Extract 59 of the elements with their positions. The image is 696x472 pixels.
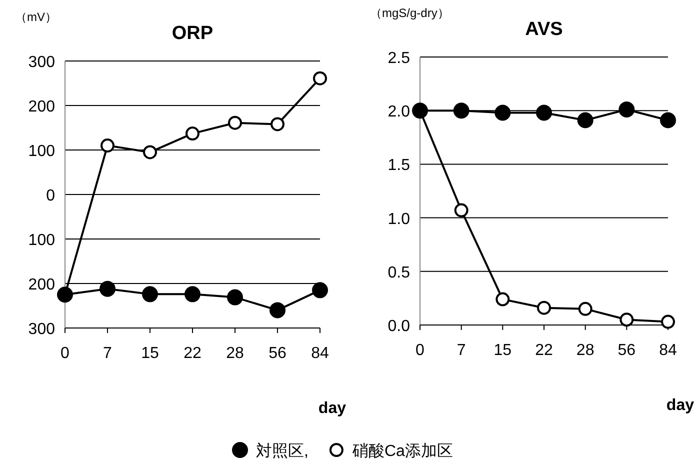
y-tick-label: 0.5 xyxy=(388,264,410,282)
y-tick-label: 0.0 xyxy=(388,318,410,335)
y-tick-label: 2.5 xyxy=(388,50,410,67)
x-tick-label: 28 xyxy=(576,342,594,359)
legend-label: 対照区, xyxy=(256,442,308,460)
legend-label: 硝酸Ca添加区 xyxy=(351,442,453,460)
point xyxy=(227,289,243,306)
y-tick-label: 0 xyxy=(46,188,56,204)
point xyxy=(454,203,468,218)
y-tick-label: 2.0 xyxy=(388,104,410,121)
point xyxy=(496,292,510,306)
y-tick-label: 1.0 xyxy=(388,210,410,228)
y-tick-label: 300 xyxy=(28,54,56,71)
x-tick-label: 28 xyxy=(226,345,244,362)
point xyxy=(660,112,676,128)
point xyxy=(186,126,200,141)
point xyxy=(536,104,552,121)
point xyxy=(184,286,200,302)
point xyxy=(661,314,675,329)
x-tick-label: 15 xyxy=(494,342,512,359)
y-tick-label: 200 xyxy=(28,276,56,294)
y-tick-label: 300 xyxy=(28,321,56,338)
point xyxy=(578,302,592,316)
point xyxy=(494,104,511,121)
point xyxy=(143,145,157,160)
point xyxy=(100,280,116,297)
point xyxy=(620,312,634,327)
point xyxy=(312,282,328,298)
chart-title: ORP xyxy=(172,23,214,44)
x-tick-label: 7 xyxy=(456,342,466,359)
y-tick-label: 200 xyxy=(28,98,56,116)
x-axis-title: day xyxy=(318,400,346,417)
point xyxy=(537,300,551,315)
point xyxy=(142,286,158,302)
y-tick-label: 100 xyxy=(28,143,56,160)
point xyxy=(313,71,327,86)
x-tick-label: 15 xyxy=(141,345,159,362)
x-tick-label: 56 xyxy=(618,342,636,359)
point xyxy=(270,117,284,132)
point xyxy=(577,112,594,128)
x-tick-label: 0 xyxy=(60,345,70,362)
y-tick-label: 100 xyxy=(28,232,56,249)
point xyxy=(228,116,242,130)
x-tick-label: 7 xyxy=(103,345,112,362)
point xyxy=(100,138,114,153)
x-tick-label: 0 xyxy=(416,342,425,359)
y-tick-label: 1.5 xyxy=(388,157,410,174)
x-axis-title: day xyxy=(666,397,694,414)
point xyxy=(618,102,635,118)
chart-title: AVS xyxy=(525,19,563,40)
y-axis-title: （mgS/g-dry） xyxy=(370,6,450,20)
x-tick-label: 22 xyxy=(184,345,202,362)
point xyxy=(453,102,470,119)
x-tick-label: 84 xyxy=(659,342,677,359)
point xyxy=(270,302,286,318)
x-tick-label: 84 xyxy=(311,345,329,362)
y-axis-title: （mV） xyxy=(15,10,57,24)
x-tick-label: 56 xyxy=(268,345,286,362)
x-tick-label: 22 xyxy=(535,342,553,359)
